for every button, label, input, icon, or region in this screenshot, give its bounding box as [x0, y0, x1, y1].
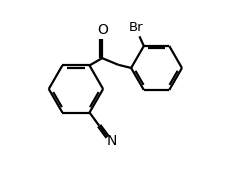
- Text: O: O: [97, 23, 108, 37]
- Text: Br: Br: [129, 20, 143, 33]
- Text: N: N: [106, 134, 117, 148]
